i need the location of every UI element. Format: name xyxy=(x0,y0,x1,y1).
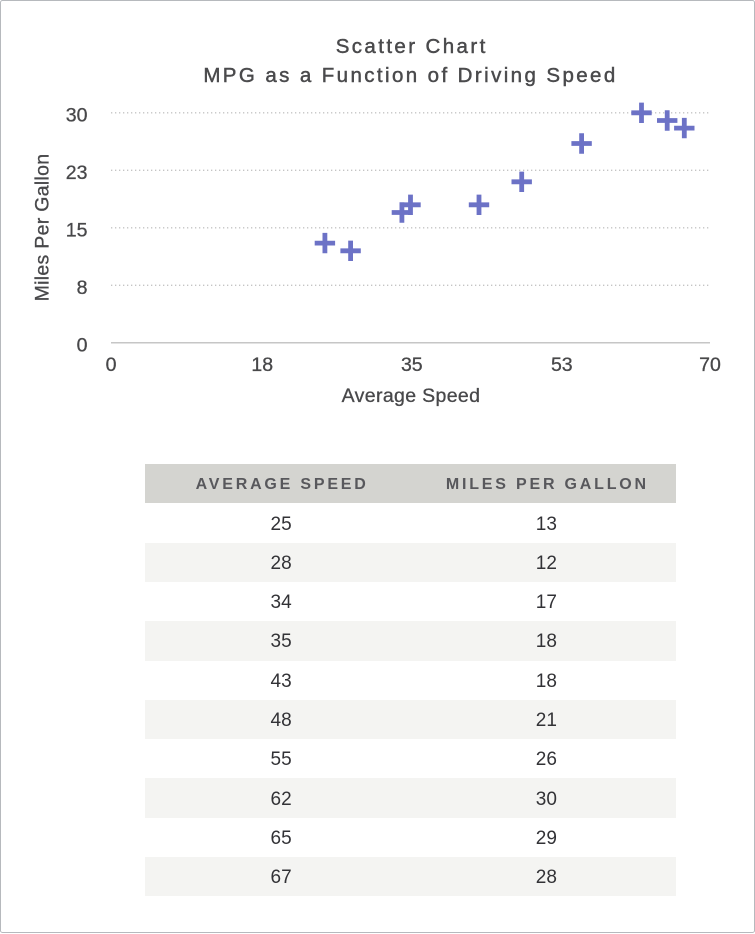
svg-text:0: 0 xyxy=(106,354,117,376)
svg-text:23: 23 xyxy=(66,162,88,184)
svg-text:Miles Per Gallon: Miles Per Gallon xyxy=(32,154,54,302)
svg-text:15: 15 xyxy=(66,219,88,241)
svg-text:Average Speed: Average Speed xyxy=(342,385,481,407)
svg-text:30: 30 xyxy=(66,104,88,126)
svg-text:53: 53 xyxy=(551,354,573,376)
svg-text:35: 35 xyxy=(401,354,423,376)
svg-text:70: 70 xyxy=(699,354,721,376)
svg-text:8: 8 xyxy=(77,277,88,299)
svg-text:0: 0 xyxy=(77,334,88,356)
svg-text:18: 18 xyxy=(251,354,273,376)
